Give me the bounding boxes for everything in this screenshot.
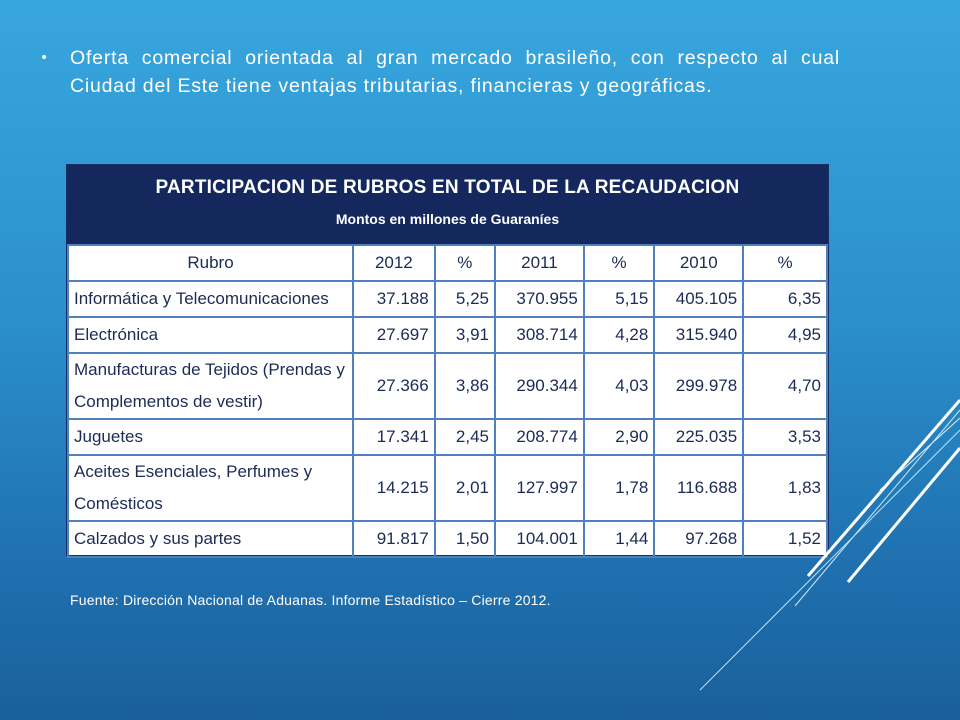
percent-cell: 1,78 [582,454,656,522]
value-cell: 370.955 [493,280,585,318]
column-header: % [742,244,828,282]
revenue-table-image: PARTICIPACION DE RUBROS EN TOTAL DE LA R… [66,164,829,558]
deco-line [806,399,960,577]
value-cell: 104.001 [493,520,585,558]
deco-line [794,409,960,607]
value-cell: 91.817 [352,520,436,558]
bullet-text: Oferta comercial orientada al gran merca… [70,47,840,97]
table-subtitle: Montos en millones de Guaraníes [335,211,560,227]
value-cell: 37.188 [352,280,436,318]
percent-cell: 4,70 [742,352,828,420]
column-header: 2011 [493,244,585,282]
percent-cell: 1,52 [742,520,828,558]
source-footnote: Fuente: Dirección Nacional de Aduanas. I… [70,592,551,608]
bullet-point: • Oferta comercial orientada al gran mer… [40,44,840,100]
table-row: Aceites Esenciales, Perfumes y Coméstico… [67,454,828,522]
table-row: Manufacturas de Tejidos (Prendas y Compl… [67,352,828,420]
value-cell: 27.697 [352,316,436,354]
percent-cell: 2,01 [433,454,496,522]
percent-cell: 1,83 [742,454,828,522]
bullet-icon: • [40,50,49,66]
column-header: 2010 [653,244,745,282]
value-cell: 315.940 [653,316,745,354]
value-cell: 97.268 [653,520,745,558]
percent-cell: 1,50 [433,520,496,558]
column-header: 2012 [352,244,436,282]
column-header: % [582,244,656,282]
rubro-cell: Calzados y sus partes [67,520,354,558]
table-title: PARTICIPACION DE RUBROS EN TOTAL DE LA R… [155,177,740,198]
value-cell: 308.714 [493,316,585,354]
percent-cell: 3,86 [433,352,496,420]
percent-cell: 1,44 [582,520,656,558]
column-header: % [433,244,496,282]
value-cell: 405.105 [653,280,745,318]
value-cell: 17.341 [352,418,436,456]
percent-cell: 4,95 [742,316,828,354]
table-row: Informática y Telecomunicaciones 37.188 … [67,280,828,318]
rubro-cell: Juguetes [67,418,354,456]
rubro-cell: Aceites Esenciales, Perfumes y Coméstico… [67,454,354,522]
percent-cell: 2,45 [433,418,496,456]
table-header-row: Rubro 2012 % 2011 % 2010 % [67,244,828,282]
percent-cell: 3,53 [742,418,828,456]
percent-cell: 4,28 [582,316,656,354]
value-cell: 290.344 [493,352,585,420]
value-cell: 299.978 [653,352,745,420]
rubro-cell: Informática y Telecomunicaciones [67,280,354,318]
value-cell: 127.997 [493,454,585,522]
percent-cell: 4,03 [582,352,656,420]
deco-line [699,429,960,691]
table-row: Electrónica 27.697 3,91 308.714 4,28 315… [67,316,828,354]
deco-line [846,447,960,583]
value-cell: 225.035 [653,418,745,456]
value-cell: 208.774 [493,418,585,456]
column-header: Rubro [67,244,354,282]
rubro-cell: Manufacturas de Tejidos (Prendas y Compl… [67,352,354,420]
table-header-band: PARTICIPACION DE RUBROS EN TOTAL DE LA R… [67,165,828,244]
table-row: Calzados y sus partes 91.817 1,50 104.00… [67,520,828,558]
percent-cell: 3,91 [433,316,496,354]
deco-line [879,417,960,491]
percent-cell: 6,35 [742,280,828,318]
revenue-table: Rubro 2012 % 2011 % 2010 % Informática y… [67,244,828,558]
percent-cell: 5,25 [433,280,496,318]
percent-cell: 5,15 [582,280,656,318]
value-cell: 14.215 [352,454,436,522]
value-cell: 116.688 [653,454,745,522]
value-cell: 27.366 [352,352,436,420]
percent-cell: 2,90 [582,418,656,456]
table-row: Juguetes 17.341 2,45 208.774 2,90 225.03… [67,418,828,456]
rubro-cell: Electrónica [67,316,354,354]
